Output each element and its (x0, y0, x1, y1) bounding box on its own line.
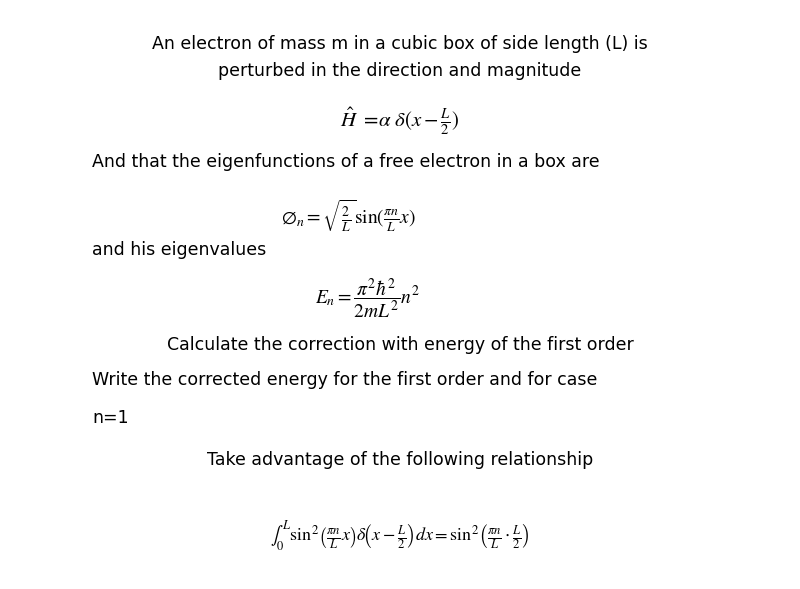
Text: $\hat{H}\ =\!\alpha\ \delta(x - \frac{L}{2})$: $\hat{H}\ =\!\alpha\ \delta(x - \frac{L}… (340, 106, 460, 137)
Text: $E_n = \dfrac{\pi^2 \hbar^2}{2mL^2}n^2$: $E_n = \dfrac{\pi^2 \hbar^2}{2mL^2}n^2$ (315, 277, 421, 322)
Text: and his eigenvalues: and his eigenvalues (92, 241, 266, 260)
Text: Write the corrected energy for the first order and for case: Write the corrected energy for the first… (92, 371, 598, 389)
Text: perturbed in the direction and magnitude: perturbed in the direction and magnitude (218, 62, 582, 80)
Text: Take advantage of the following relationship: Take advantage of the following relation… (207, 451, 593, 469)
Text: $\varnothing_n = \sqrt{\frac{2}{L}}\sin(\frac{\pi n}{L}x)$: $\varnothing_n = \sqrt{\frac{2}{L}}\sin(… (281, 197, 415, 234)
Text: $\int_0^L \sin^2\!\left(\frac{\pi n}{L}x\right)\delta\!\left(x - \frac{L}{2}\rig: $\int_0^L \sin^2\!\left(\frac{\pi n}{L}x… (270, 518, 530, 553)
Text: An electron of mass m in a cubic box of side length (L) is: An electron of mass m in a cubic box of … (152, 35, 648, 54)
Text: Calculate the correction with energy of the first order: Calculate the correction with energy of … (166, 336, 634, 354)
Text: n=1: n=1 (92, 409, 129, 428)
Text: And that the eigenfunctions of a free electron in a box are: And that the eigenfunctions of a free el… (92, 153, 600, 171)
